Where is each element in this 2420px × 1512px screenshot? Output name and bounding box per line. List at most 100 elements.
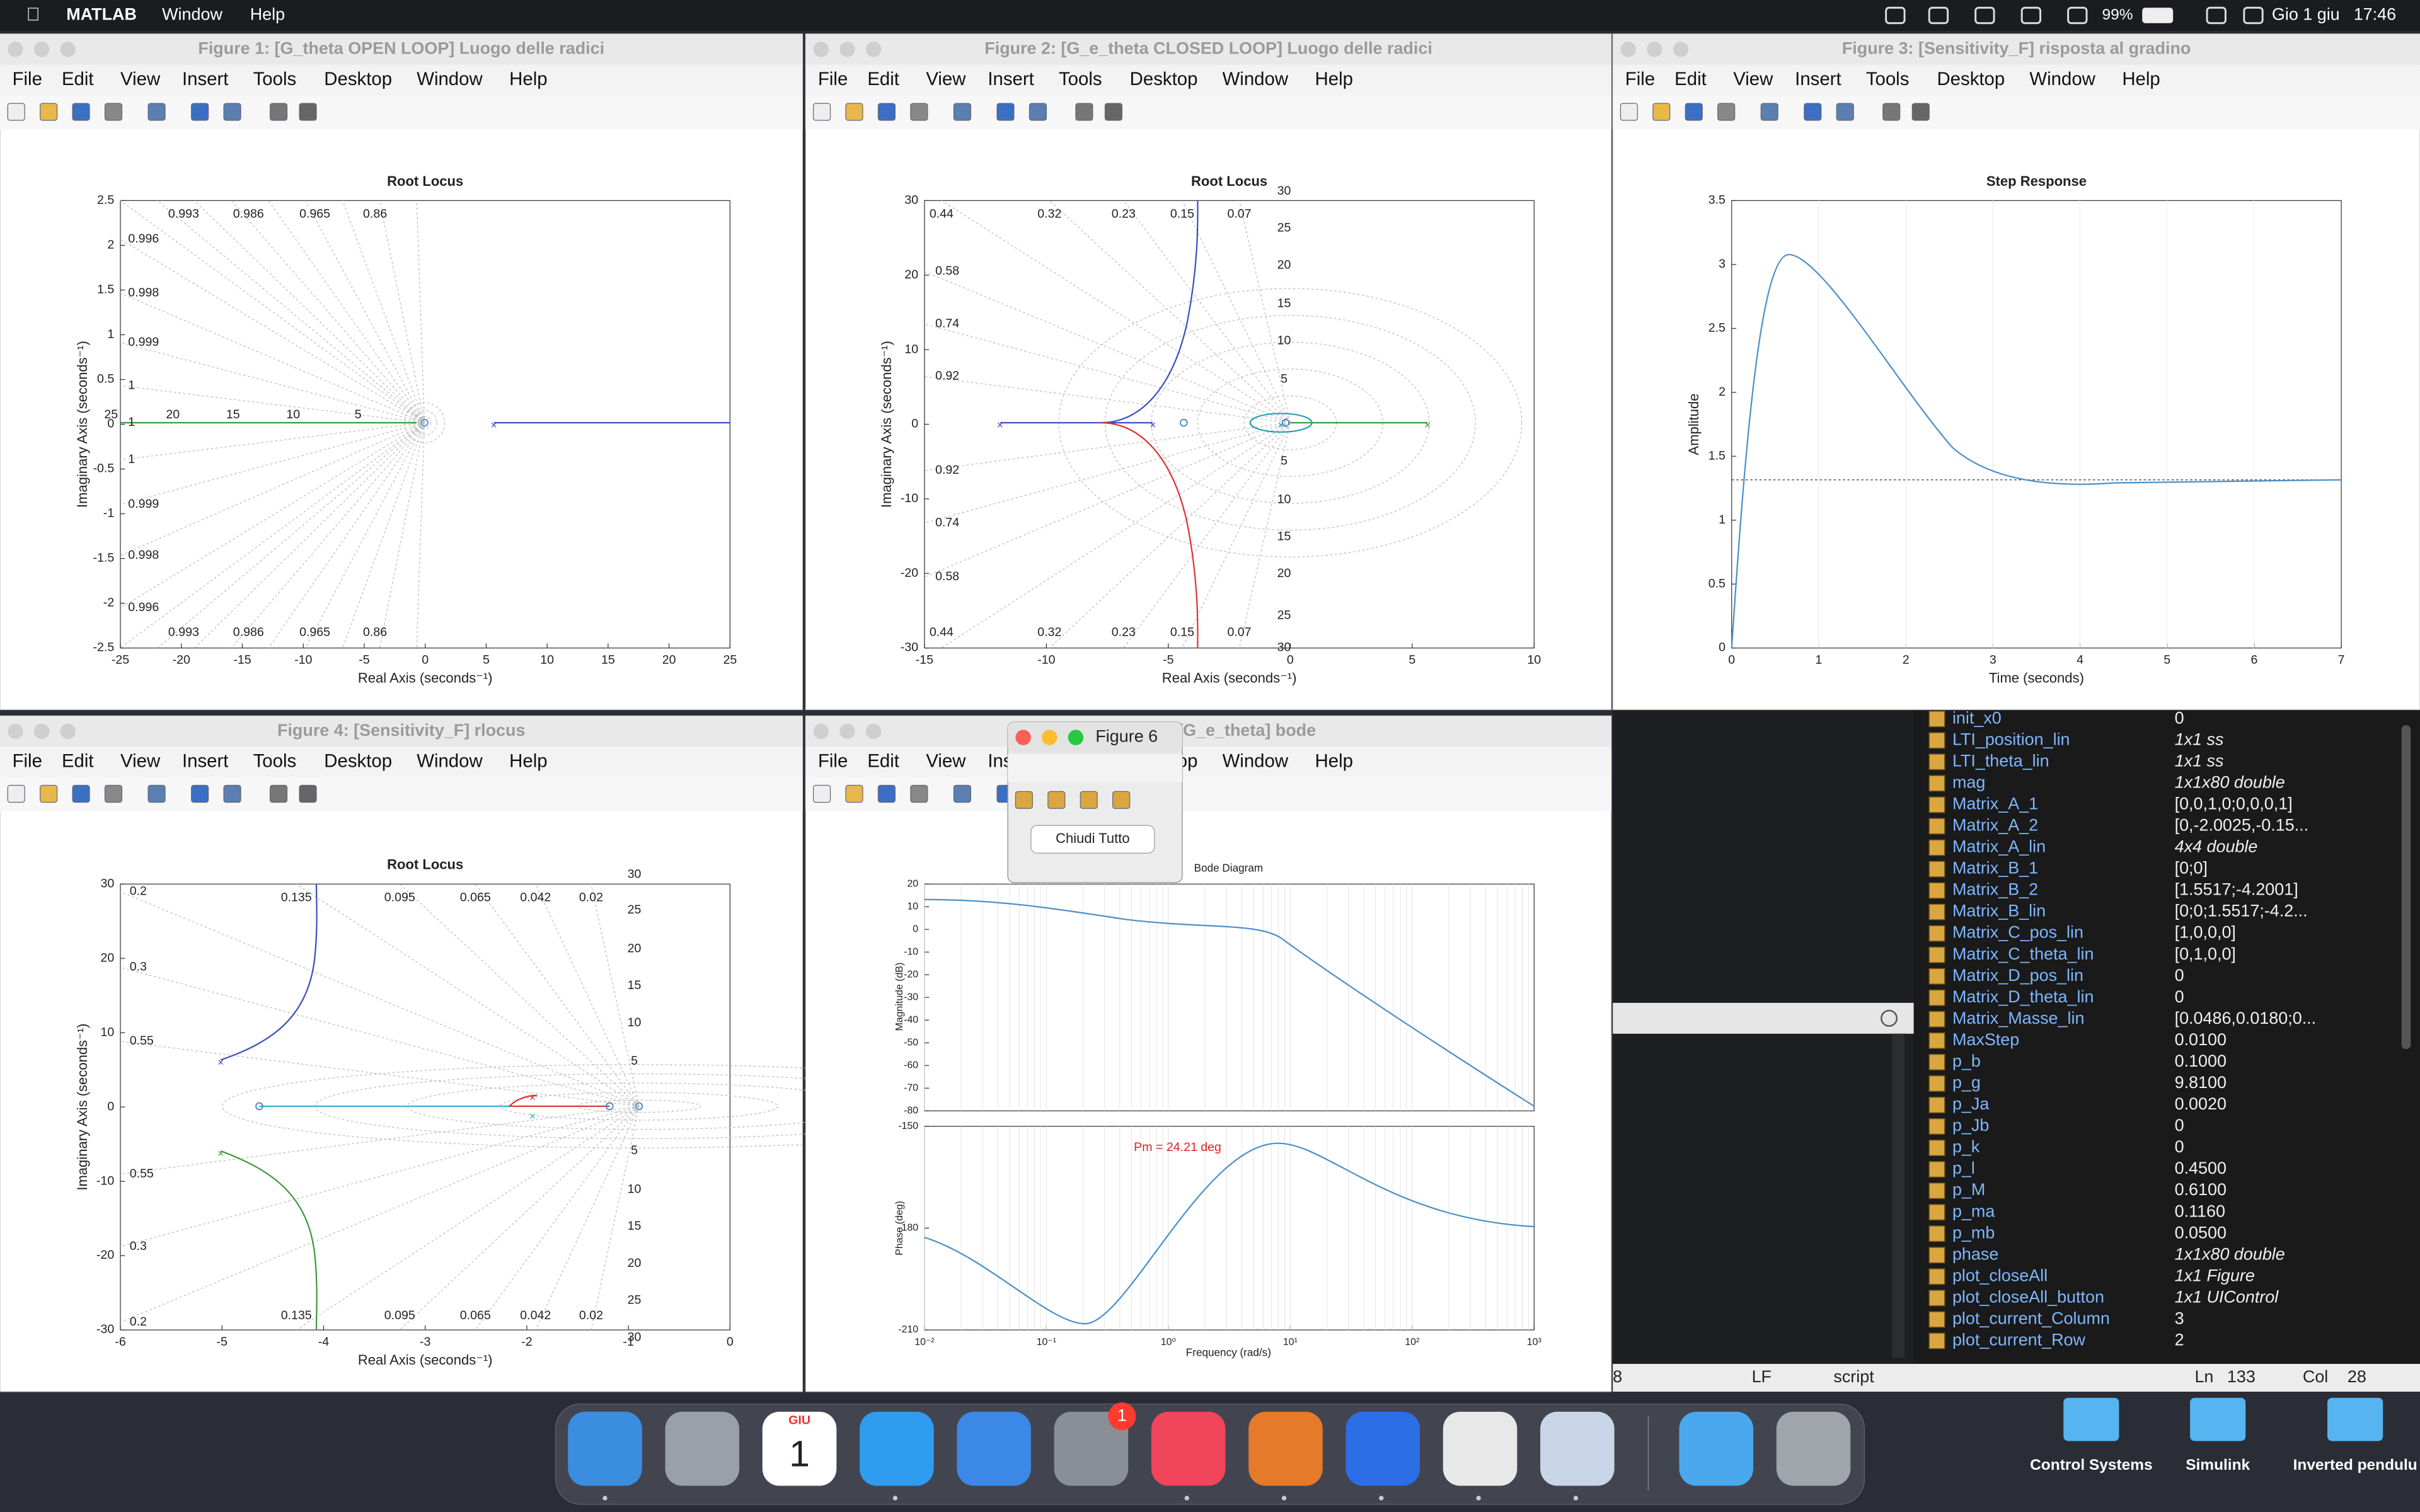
folder-icon[interactable] <box>2063 1397 2119 1441</box>
toolbar-button[interactable] <box>104 103 123 121</box>
variable-name[interactable]: init_x0 <box>1952 708 2002 727</box>
toolbar-button[interactable] <box>1717 103 1736 121</box>
toolbar-button[interactable] <box>813 784 831 803</box>
toolbar-button[interactable] <box>191 784 209 803</box>
variable-name[interactable]: plot_closeAll_button <box>1952 1287 2104 1306</box>
variable-name[interactable]: mag <box>1952 772 1985 791</box>
window-control[interactable] <box>1042 730 1057 745</box>
panel-menu-button[interactable] <box>1881 1009 1898 1027</box>
toolbar-button[interactable] <box>1836 103 1854 121</box>
figure-menu-item[interactable]: Help <box>1315 751 1353 772</box>
folder-label[interactable]: Inverted pendulu <box>2293 1457 2417 1474</box>
window-control[interactable] <box>865 42 882 57</box>
variable-name[interactable]: Matrix_A_1 <box>1952 794 2038 813</box>
variable-name[interactable]: Matrix_Masse_lin <box>1952 1009 2084 1028</box>
figure-menu-item[interactable]: View <box>926 751 966 772</box>
figure-menu-item[interactable]: Insert <box>988 69 1034 89</box>
variable-name[interactable]: phase <box>1952 1244 1998 1263</box>
figure-menu-item[interactable]: Desktop <box>324 69 392 89</box>
toolbar-button[interactable] <box>845 103 863 121</box>
figure-menu-item[interactable]: Tools <box>253 751 297 772</box>
app-name[interactable]: MATLAB <box>66 5 137 24</box>
window-control[interactable] <box>60 42 76 57</box>
toolbar-button[interactable] <box>223 784 241 803</box>
variable-name[interactable]: Matrix_B_2 <box>1952 880 2038 899</box>
window-control[interactable] <box>33 723 50 740</box>
dock-app[interactable] <box>568 1411 642 1486</box>
variable-name[interactable]: Matrix_C_pos_lin <box>1952 923 2083 942</box>
variable-name[interactable]: MaxStep <box>1952 1030 2019 1049</box>
window-control[interactable] <box>33 42 50 57</box>
figure-menu-item[interactable]: File <box>818 751 848 772</box>
window-control[interactable] <box>1015 730 1031 745</box>
figure-menu-item[interactable]: Edit <box>62 751 94 772</box>
variable-name[interactable]: p_ma <box>1952 1201 1995 1220</box>
toolbar-button[interactable] <box>72 103 90 121</box>
dock-app[interactable] <box>1679 1411 1754 1486</box>
folder-icon[interactable] <box>2190 1397 2246 1441</box>
toolbar-button[interactable] <box>40 784 58 803</box>
toolbar-button[interactable] <box>1015 791 1033 809</box>
window-control[interactable] <box>60 723 76 740</box>
variable-name[interactable]: Matrix_B_1 <box>1952 859 2038 878</box>
toolbar-button[interactable] <box>299 784 317 803</box>
toolbar-button[interactable] <box>7 784 25 803</box>
figure-menu-item[interactable]: Tools <box>253 69 297 89</box>
folder-icon[interactable] <box>2327 1397 2383 1441</box>
window-control[interactable] <box>8 723 23 740</box>
toolbar-button[interactable] <box>72 784 90 803</box>
figure-menu-item[interactable]: Insert <box>182 751 228 772</box>
toolbar-button[interactable] <box>1652 103 1671 121</box>
figure-menu-item[interactable]: Help <box>1315 69 1353 89</box>
dock-app[interactable] <box>860 1411 934 1486</box>
toolbar-button[interactable] <box>813 103 831 121</box>
variable-name[interactable]: p_l <box>1952 1159 1975 1177</box>
variable-name[interactable]: p_b <box>1952 1051 1981 1070</box>
toolbar-button[interactable] <box>877 103 896 121</box>
figure-menu-item[interactable]: Tools <box>1059 69 1102 89</box>
window-control[interactable] <box>865 723 882 740</box>
window-control[interactable] <box>813 42 829 57</box>
toolbar-button[interactable] <box>269 784 288 803</box>
toolbar-button[interactable] <box>953 784 972 803</box>
variable-name[interactable]: plot_current_Column <box>1952 1309 2110 1327</box>
figure-menu-item[interactable]: Window <box>1223 751 1289 772</box>
toolbar-button[interactable] <box>147 103 166 121</box>
toolbar-button[interactable] <box>1028 103 1047 121</box>
toolbar-button[interactable] <box>996 103 1015 121</box>
button-label[interactable]: Chiudi Tutto <box>1056 830 1130 846</box>
figure-menu-item[interactable]: Edit <box>867 751 899 772</box>
dock-app[interactable] <box>1054 1411 1129 1486</box>
variable-name[interactable]: Matrix_A_lin <box>1952 837 2046 856</box>
toolbar-button[interactable] <box>1104 103 1123 121</box>
toolbar-button[interactable] <box>269 103 288 121</box>
figure-menu-item[interactable]: File <box>818 69 848 89</box>
toolbar-button[interactable] <box>1075 103 1093 121</box>
figure-menu-item[interactable]: Window <box>2029 69 2095 89</box>
window-control[interactable] <box>1620 42 1636 57</box>
figure-menu-item[interactable]: View <box>120 69 161 89</box>
figure-menu-item[interactable]: View <box>1733 69 1773 89</box>
toolbar-button[interactable] <box>40 103 58 121</box>
toolbar-button[interactable] <box>1685 103 1703 121</box>
variable-name[interactable]: p_mb <box>1952 1223 1995 1242</box>
figure-menu-item[interactable]: Insert <box>1795 69 1841 89</box>
toolbar-button[interactable] <box>1911 103 1930 121</box>
figure-menu-item[interactable]: Desktop <box>324 751 392 772</box>
toolbar-button[interactable] <box>953 103 972 121</box>
toolbar-button[interactable] <box>910 784 928 803</box>
variable-name[interactable]: p_g <box>1952 1073 1981 1092</box>
dock-app[interactable] <box>762 1411 837 1486</box>
toolbar-button[interactable] <box>1047 791 1066 809</box>
figure-menu-item[interactable]: Edit <box>1674 69 1707 89</box>
window-control[interactable] <box>1647 42 1662 57</box>
dock-app[interactable] <box>957 1411 1031 1486</box>
figure-menu-item[interactable]: Edit <box>62 69 94 89</box>
window-control[interactable] <box>8 42 23 57</box>
figure-menu-item[interactable]: Help <box>509 69 547 89</box>
variable-name[interactable]: Matrix_A_2 <box>1952 816 2038 835</box>
toolbar-button[interactable] <box>191 103 209 121</box>
variable-name[interactable]: Matrix_D_theta_lin <box>1952 987 2094 1006</box>
variable-name[interactable]: p_Ja <box>1952 1094 1989 1113</box>
figure-menu-item[interactable]: View <box>120 751 161 772</box>
